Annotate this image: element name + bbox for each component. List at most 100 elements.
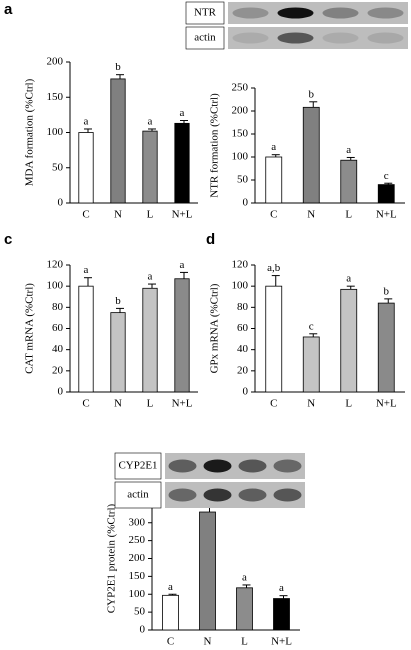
blot-strip (228, 2, 408, 24)
blot-label-box (114, 452, 162, 480)
error-bar (84, 128, 92, 133)
bar (174, 122, 190, 204)
x-tick-label: C (270, 209, 277, 221)
blot-band (168, 459, 197, 473)
blot-label: actin (194, 32, 216, 44)
significance-letter: b (115, 295, 121, 307)
y-axis-label: NTR formation (%Ctrl) (209, 93, 221, 198)
significance-letter: c (384, 170, 389, 182)
x-tick-label: N+L (172, 398, 193, 410)
y-tick-label: 50 (52, 161, 64, 173)
blot-band (322, 32, 359, 44)
bar (377, 302, 395, 393)
x-tick-label: N (204, 636, 212, 648)
y-tick-label: 0 (58, 386, 64, 398)
x-tick-label: L (147, 398, 154, 410)
blot-label: CYP2E1 (118, 460, 157, 472)
y-tick-label: 0 (58, 197, 64, 209)
y-tick-label: 20 (237, 364, 249, 376)
bar (174, 278, 190, 393)
y-tick-label: 120 (47, 259, 64, 271)
significance-letter: a (271, 141, 276, 153)
bar (265, 285, 283, 393)
significance-letter: a (242, 571, 247, 583)
y-tick-label: 250 (232, 82, 249, 94)
error-bar (271, 275, 280, 287)
y-tick-label: 80 (237, 301, 249, 313)
blot-band (168, 488, 197, 502)
bar (142, 287, 158, 393)
error-bar (384, 182, 393, 185)
x-tick-label: C (167, 636, 174, 648)
x-tick-label: L (345, 398, 352, 410)
y-tick-label: 20 (52, 364, 64, 376)
y-tick-label: 60 (237, 322, 249, 334)
x-tick-label: N (114, 209, 122, 221)
significance-letter: a,b (267, 262, 281, 274)
blot-band (277, 32, 314, 44)
y-tick-label: 300 (129, 516, 146, 528)
significance-letter: a (84, 264, 89, 276)
y-tick-label: 80 (52, 301, 64, 313)
blot-band (273, 488, 302, 502)
y-tick-label: 60 (52, 322, 64, 334)
blot-band (203, 488, 232, 502)
y-tick-label: 100 (232, 151, 249, 163)
blot-band (273, 459, 302, 473)
x-tick-label: C (270, 398, 277, 410)
significance-letter: c (309, 320, 314, 332)
error-bar (148, 283, 156, 289)
y-tick-label: 200 (47, 56, 64, 68)
bar (302, 106, 320, 204)
x-tick-label: N (307, 398, 315, 410)
significance-letter: a (279, 582, 284, 594)
bar (199, 511, 216, 631)
y-axis-label: GPx mRNA (%Ctrl) (209, 283, 221, 373)
x-tick-label: L (241, 636, 248, 648)
y-tick-label: 40 (237, 343, 249, 355)
x-tick-label: L (345, 209, 352, 221)
bar (110, 312, 126, 393)
y-tick-label: 0 (243, 197, 249, 209)
error-bar (168, 593, 177, 596)
error-bar (271, 154, 280, 157)
blot-band (203, 459, 232, 473)
error-bar (116, 307, 124, 313)
x-tick-label: N+L (172, 209, 193, 221)
y-tick-label: 100 (47, 126, 64, 138)
bar (162, 594, 179, 631)
blot-label-box (185, 26, 225, 50)
significance-letter: a (84, 116, 89, 128)
y-tick-label: 100 (232, 280, 249, 292)
y-tick-label: 150 (232, 128, 249, 140)
significance-letter: b (309, 88, 315, 100)
blot-strip (228, 27, 408, 49)
blot-band (367, 7, 404, 19)
y-tick-label: 150 (47, 91, 64, 103)
y-axis-label: CAT mRNA (%Ctrl) (24, 283, 36, 374)
y-axis-label: MDA formation (%Ctrl) (24, 78, 36, 186)
x-tick-label: N+L (376, 209, 397, 221)
significance-letter: a (346, 144, 351, 156)
y-tick-label: 0 (243, 386, 249, 398)
y-tick-label: 150 (129, 570, 146, 582)
blot-label-box (114, 481, 162, 509)
error-bar (384, 298, 393, 304)
error-bar (346, 156, 355, 161)
blot-band (238, 459, 267, 473)
blot-band (238, 488, 267, 502)
blot-band (322, 7, 359, 19)
y-tick-label: 0 (140, 624, 146, 636)
error-bar (180, 120, 188, 124)
significance-letter: a (168, 581, 173, 593)
x-tick-label: C (82, 398, 89, 410)
error-bar (309, 101, 318, 108)
y-tick-label: 250 (129, 534, 146, 546)
x-tick-label: N (114, 398, 122, 410)
blot-label: NTR (194, 7, 217, 19)
bar (340, 288, 358, 393)
significance-letter: b (384, 285, 390, 297)
y-tick-label: 200 (129, 552, 146, 564)
blot-label: actin (127, 489, 149, 501)
panel-label: c (4, 231, 12, 248)
